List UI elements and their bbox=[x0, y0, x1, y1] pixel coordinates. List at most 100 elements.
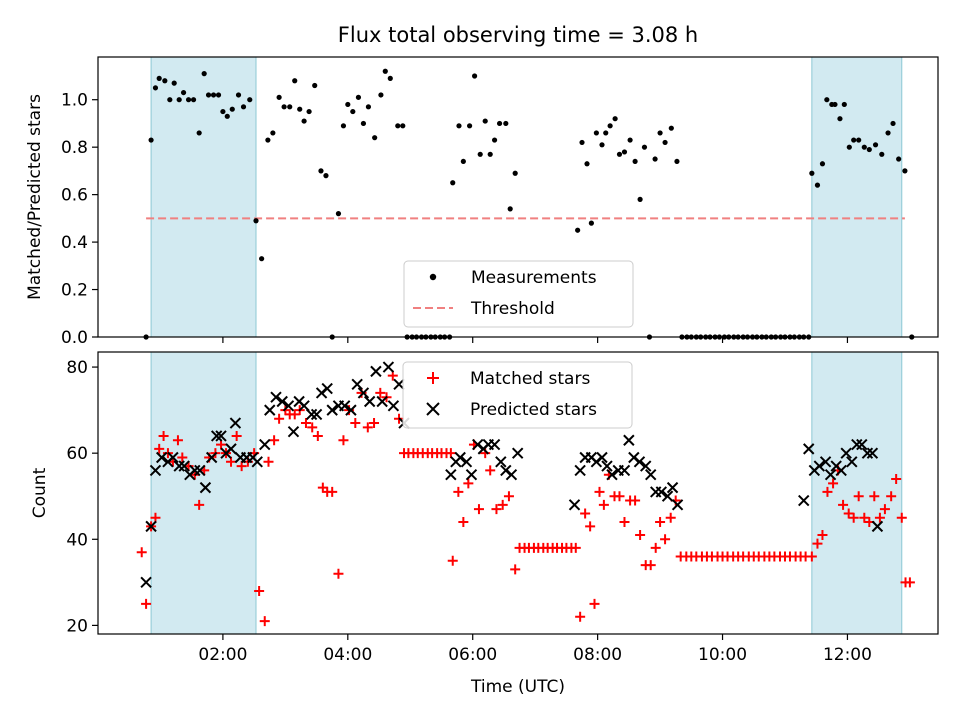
x-tick-label: 12:00 bbox=[823, 645, 872, 665]
predicted-star-point bbox=[596, 451, 608, 464]
matched-star-point bbox=[828, 478, 839, 489]
measurement-point bbox=[866, 146, 872, 153]
measurement-point bbox=[872, 142, 879, 148]
predicted-star-point bbox=[840, 447, 852, 459]
matched-star-point bbox=[904, 577, 915, 588]
predicted-star-point bbox=[387, 400, 400, 412]
measurement-point bbox=[503, 120, 509, 127]
count-y-label: Count bbox=[30, 467, 50, 518]
measurement-point bbox=[477, 151, 483, 157]
matched-star-point bbox=[655, 517, 666, 528]
observing-window-2 bbox=[811, 351, 903, 635]
matched-star-point bbox=[177, 452, 188, 463]
measurement-point bbox=[851, 137, 857, 143]
predicted-star-point bbox=[276, 395, 288, 408]
predicted-star-point bbox=[495, 456, 507, 468]
matched-star-point bbox=[645, 560, 656, 571]
measurement-point bbox=[482, 118, 488, 124]
matched-star-point bbox=[614, 491, 625, 502]
x-tick-label: 04:00 bbox=[323, 645, 372, 665]
legend-measurements-label: Measurements bbox=[471, 268, 597, 288]
matched-star-point bbox=[274, 413, 285, 424]
predicted-star-point bbox=[856, 438, 868, 451]
ratio-plot-frame bbox=[97, 56, 939, 338]
legend-threshold-label: Threshold bbox=[470, 299, 555, 319]
matched-star-point bbox=[585, 521, 596, 532]
predicted-star-point bbox=[167, 451, 179, 464]
count-legend: Matched stars Predicted stars bbox=[402, 361, 633, 429]
measurement-point bbox=[621, 149, 628, 155]
measurement-point bbox=[637, 196, 643, 202]
measurement-point bbox=[235, 92, 242, 98]
measurement-point bbox=[512, 170, 518, 176]
matched-star-point bbox=[263, 456, 274, 467]
matched-star-point bbox=[886, 491, 897, 502]
measurement-point bbox=[171, 80, 177, 86]
measurement-point bbox=[372, 135, 378, 141]
y-tick-label: 20 bbox=[66, 616, 88, 636]
matched-star-point bbox=[136, 547, 147, 558]
matched-star-point bbox=[333, 568, 344, 579]
matched-star-point bbox=[497, 499, 508, 510]
matched-star-point bbox=[848, 512, 859, 523]
matched-star-point bbox=[375, 387, 386, 398]
measurement-point bbox=[824, 97, 830, 103]
measurement-point bbox=[360, 120, 367, 127]
measurement-point bbox=[456, 123, 462, 129]
matched-star-point bbox=[589, 598, 600, 609]
measurement-point bbox=[832, 101, 838, 108]
ratio-legend-box bbox=[403, 260, 634, 328]
predicted-star-point bbox=[819, 456, 832, 468]
matched-star-point bbox=[254, 585, 265, 596]
matched-star-point bbox=[158, 430, 169, 441]
predicted-star-point bbox=[194, 464, 206, 477]
y-tick-label: 0.6 bbox=[61, 186, 88, 206]
observing-window-1 bbox=[150, 56, 257, 338]
predicted-star-point bbox=[270, 391, 282, 403]
predicted-star-point bbox=[338, 400, 351, 412]
matched-star-point bbox=[350, 418, 361, 429]
predicted-star-point bbox=[178, 460, 190, 472]
matched-star-point bbox=[194, 499, 205, 510]
predicted-star-point bbox=[205, 451, 218, 464]
matched-star-point bbox=[463, 478, 474, 489]
measurement-point bbox=[575, 227, 581, 233]
predicted-star-point bbox=[155, 451, 168, 464]
matched-star-point bbox=[891, 474, 902, 485]
count-panel: 20 40 60 80 02:00 04:00 06:00 08:00 10:00 12:00 C… bbox=[30, 351, 939, 697]
matched-star-point bbox=[635, 529, 646, 540]
measurement-point bbox=[603, 130, 609, 136]
measurement-point bbox=[162, 78, 168, 84]
predicted-star-point bbox=[661, 490, 674, 502]
predicted-star-point bbox=[305, 408, 318, 421]
matched-star-point bbox=[338, 435, 349, 446]
predicted-star-point bbox=[633, 456, 646, 468]
predicted-star-point bbox=[229, 417, 242, 429]
measurement-point bbox=[205, 92, 212, 98]
matched-star-point bbox=[896, 512, 907, 523]
y-tick-label: 0.2 bbox=[61, 281, 88, 301]
predicted-star-point bbox=[640, 460, 652, 472]
measurement-point bbox=[674, 158, 680, 165]
measurement-point bbox=[318, 168, 324, 174]
measurement-point bbox=[885, 130, 891, 136]
predicted-star-point bbox=[623, 434, 635, 446]
matched-star-point bbox=[141, 598, 152, 609]
measurement-point bbox=[365, 104, 372, 110]
predicted-star-point bbox=[173, 460, 185, 472]
matched-star-point bbox=[665, 512, 676, 523]
measurement-point bbox=[229, 106, 235, 112]
measurement-point bbox=[335, 211, 342, 217]
matched-star-point bbox=[575, 611, 586, 622]
y-tick-label: 0.4 bbox=[61, 233, 88, 253]
predicted-star-point bbox=[846, 456, 858, 468]
legend-measurement-marker bbox=[429, 273, 437, 281]
matched-star-point bbox=[172, 435, 183, 446]
predicted-star-point bbox=[645, 468, 657, 481]
predicted-star-point bbox=[803, 443, 815, 455]
measurement-point bbox=[861, 144, 867, 150]
measurement-point bbox=[593, 130, 599, 136]
measurement-point bbox=[220, 108, 226, 115]
predicted-star-point bbox=[601, 460, 613, 472]
